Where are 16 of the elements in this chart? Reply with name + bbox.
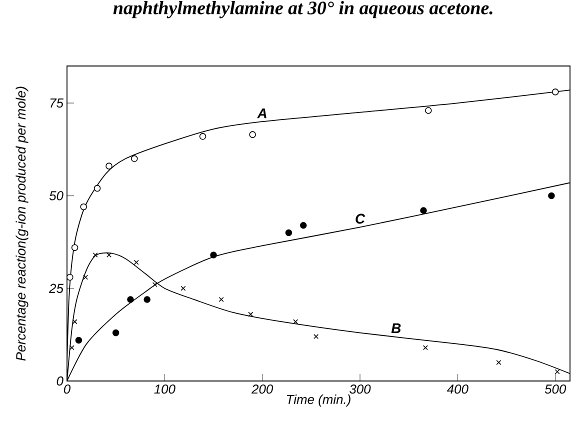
x-axis-title: Time (min.) — [286, 394, 350, 407]
chart-title: naphthylmethylamine at 30° in aqueous acetone. — [113, 1, 492, 18]
x-tick-label: 300 — [350, 384, 371, 394]
x-tick-label: 500 — [544, 384, 566, 394]
x-tick-label: 200 — [251, 384, 274, 394]
x-tick-label: 0 — [64, 384, 70, 394]
y-tick-label: 25 — [48, 284, 64, 293]
annotation: C — [356, 214, 366, 224]
annotation: A — [257, 108, 266, 118]
annotation: B — [391, 323, 401, 334]
x-tick-label: 400 — [446, 384, 468, 394]
y-tick-label: 75 — [50, 98, 64, 108]
x-tick-label: 100 — [154, 384, 176, 394]
y-tick-label: 0 — [56, 376, 64, 386]
y-axis-title: Percentage reaction(g-ion produced per mole) — [16, 86, 28, 361]
y-tick-label: 50 — [49, 191, 64, 200]
